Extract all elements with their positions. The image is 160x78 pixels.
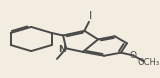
Text: I: I	[89, 11, 92, 21]
Text: OCH₃: OCH₃	[137, 58, 159, 67]
Text: O: O	[130, 51, 137, 60]
Text: N: N	[59, 45, 66, 54]
